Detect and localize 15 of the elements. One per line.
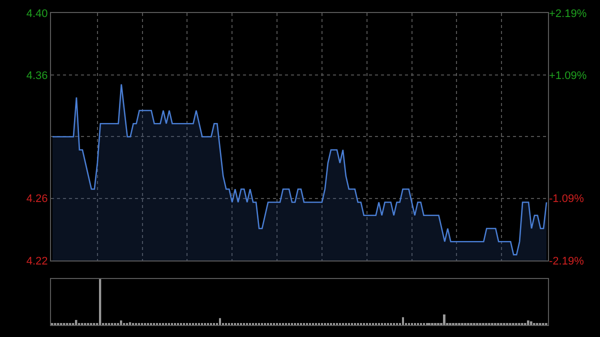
bar (527, 320, 530, 326)
y-tick-label: 4.40 (26, 8, 48, 20)
y-tick-label: 4.22 (26, 255, 48, 268)
bar (402, 317, 404, 326)
y2-tick-label: -1.09% (549, 193, 584, 206)
bar (443, 314, 446, 326)
bar (530, 321, 532, 326)
y2-tick-label: +1.09% (549, 70, 587, 82)
y-tick-label: 4.26 (26, 193, 48, 206)
bar (99, 279, 102, 326)
y2-tick-label: -2.19% (549, 255, 584, 268)
bar (219, 318, 221, 326)
y2-tick-label: +2.19% (549, 8, 587, 20)
y-tick-label: 4.36 (26, 70, 48, 82)
bar (120, 320, 122, 326)
